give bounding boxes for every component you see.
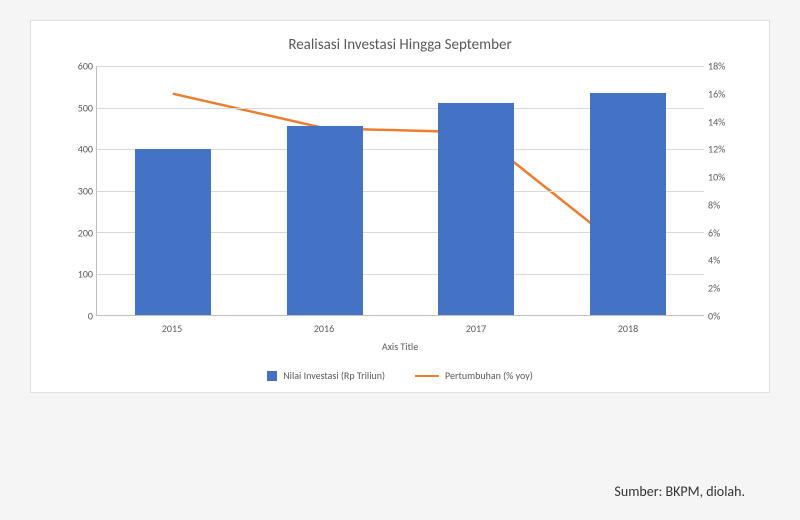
legend-swatch-bar: [267, 371, 277, 381]
plot-area: 0100200300400500600 0%2%4%6%8%10%12%14%1…: [96, 66, 704, 336]
y-left-tick: 300: [61, 185, 93, 198]
legend-item-bar: Nilai Investasi (Rp Triliun): [267, 369, 385, 382]
y-left-tick: 600: [61, 60, 93, 73]
x-tick-label: 2015: [162, 322, 182, 335]
y-right-tick: 8%: [708, 198, 744, 211]
y-right-tick: 0%: [708, 310, 744, 323]
y-right-tick: 16%: [708, 87, 744, 100]
legend-label-bar: Nilai Investasi (Rp Triliun): [283, 369, 385, 382]
y-right-tick: 4%: [708, 254, 744, 267]
y-axis-left: 0100200300400500600: [61, 66, 93, 316]
y-right-tick: 14%: [708, 115, 744, 128]
legend-label-line: Pertumbuhan (% yoy): [445, 369, 533, 382]
grid-line: [97, 66, 704, 67]
legend: Nilai Investasi (Rp Triliun) Pertumbuhan…: [51, 369, 749, 382]
bar: [135, 149, 211, 315]
x-axis-labels: 2015 2016 2017 2018: [96, 318, 704, 336]
bar: [438, 103, 514, 315]
y-left-tick: 100: [61, 268, 93, 281]
y-axis-right: 0%2%4%6%8%10%12%14%16%18%: [708, 66, 744, 316]
y-right-tick: 18%: [708, 60, 744, 73]
chart-title: Realisasi Investasi Hingga September: [51, 36, 749, 54]
legend-swatch-line: [415, 375, 439, 377]
y-right-tick: 2%: [708, 282, 744, 295]
y-right-tick: 12%: [708, 143, 744, 156]
plot-inner: [96, 66, 704, 316]
y-right-tick: 10%: [708, 171, 744, 184]
source-text: Sumber: BKPM, diolah.: [614, 483, 745, 500]
y-right-tick: 6%: [708, 226, 744, 239]
line-path: [173, 94, 628, 253]
y-left-tick: 200: [61, 226, 93, 239]
chart-container: Realisasi Investasi Hingga September 010…: [30, 20, 770, 393]
y-left-tick: 500: [61, 101, 93, 114]
y-left-tick: 400: [61, 143, 93, 156]
x-tick-label: 2017: [466, 322, 486, 335]
x-axis-title: Axis Title: [51, 340, 749, 353]
legend-item-line: Pertumbuhan (% yoy): [415, 369, 533, 382]
y-left-tick: 0: [61, 310, 93, 323]
bar: [287, 126, 363, 315]
x-tick-label: 2018: [618, 322, 638, 335]
bar: [590, 93, 666, 315]
x-tick-label: 2016: [314, 322, 334, 335]
